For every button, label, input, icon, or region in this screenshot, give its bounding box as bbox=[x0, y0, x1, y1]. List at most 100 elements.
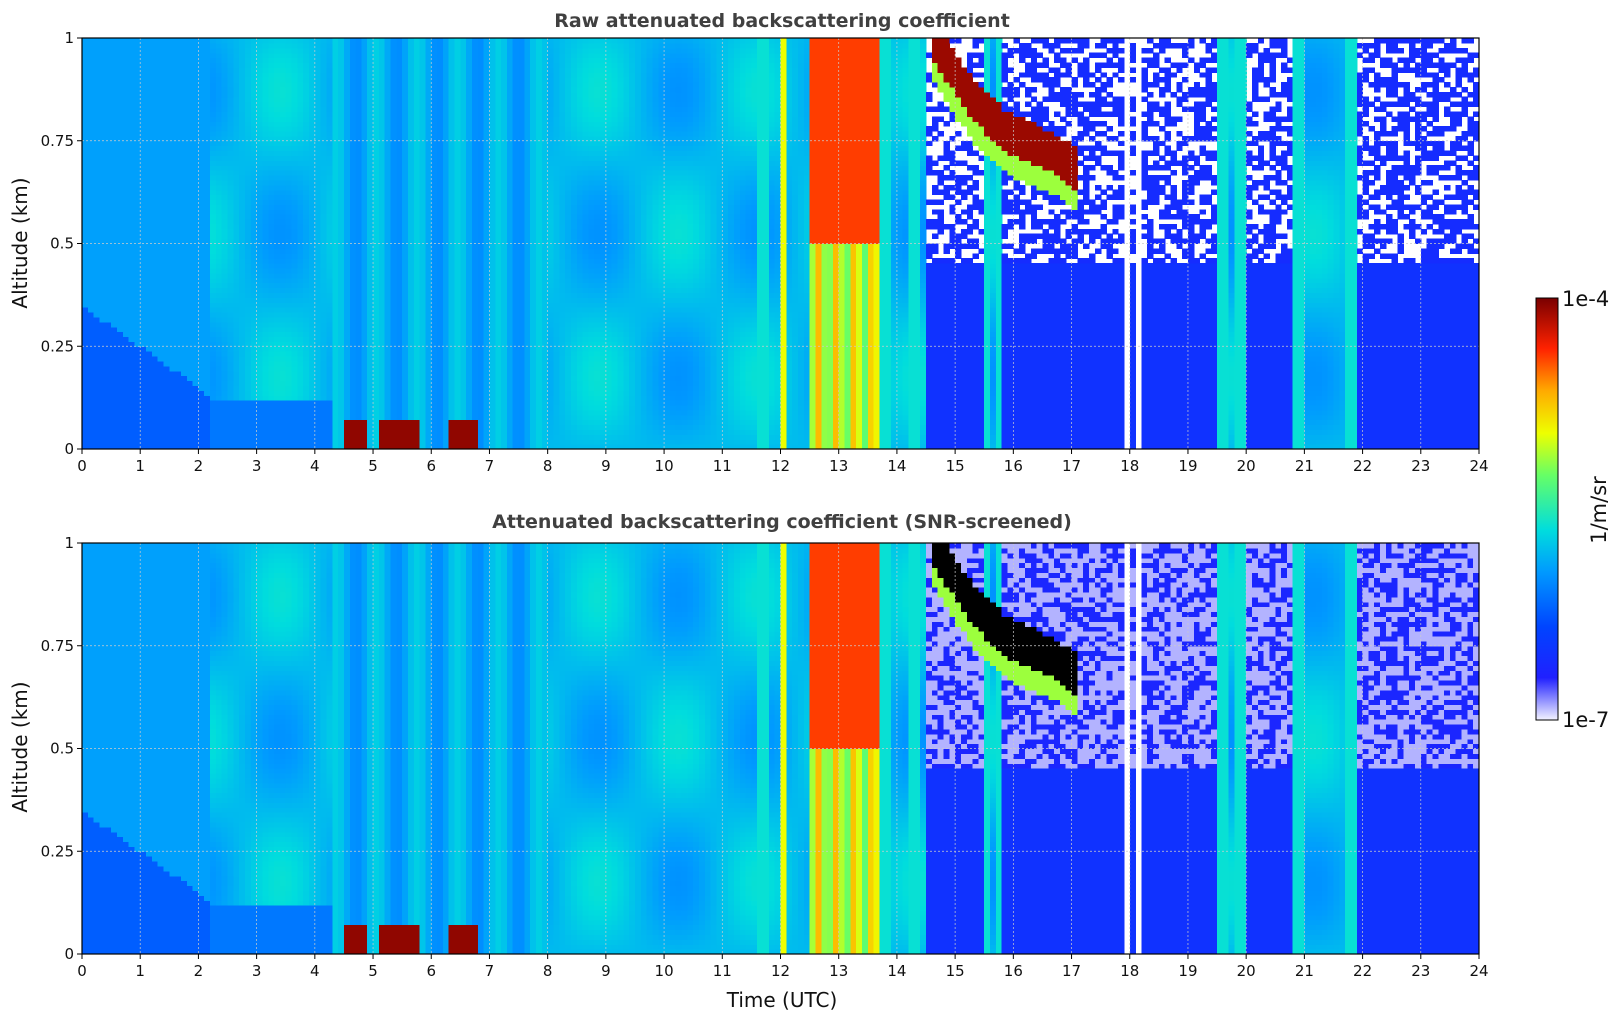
heatmap-cell bbox=[215, 380, 223, 386]
heatmap-cell bbox=[396, 223, 403, 230]
heatmap-cell bbox=[192, 258, 200, 264]
heatmap-cell bbox=[367, 179, 374, 186]
heatmap-cell bbox=[116, 77, 124, 83]
heatmap-cell bbox=[151, 385, 159, 391]
heatmap-cell bbox=[396, 395, 403, 401]
heatmap-cell bbox=[390, 130, 397, 137]
heatmap-cell bbox=[355, 404, 362, 411]
heatmap-cell bbox=[303, 267, 310, 274]
heatmap-cell bbox=[128, 439, 135, 445]
heatmap-cell bbox=[291, 91, 298, 98]
heatmap-cell bbox=[332, 199, 339, 205]
heatmap-cell bbox=[227, 223, 234, 230]
heatmap-cell bbox=[343, 248, 351, 254]
heatmap-cell bbox=[378, 400, 386, 406]
heatmap-cell bbox=[332, 62, 339, 68]
heatmap-cell bbox=[413, 385, 421, 391]
heatmap-cell bbox=[256, 165, 264, 171]
heatmap-cell bbox=[419, 321, 427, 328]
heatmap-cell bbox=[140, 351, 147, 357]
heatmap-cell bbox=[355, 380, 362, 386]
heatmap-cell bbox=[250, 179, 258, 186]
heatmap-cell bbox=[314, 385, 322, 391]
heatmap-cell bbox=[163, 434, 170, 440]
heatmap-cell bbox=[82, 248, 89, 254]
heatmap-cell bbox=[390, 404, 397, 411]
heatmap-cell bbox=[146, 140, 153, 147]
heatmap-cell bbox=[93, 380, 101, 386]
heatmap-cell bbox=[256, 184, 264, 191]
heatmap-cell bbox=[361, 360, 368, 367]
heatmap-cell bbox=[274, 385, 281, 391]
heatmap-cell bbox=[419, 140, 427, 147]
heatmap-cell bbox=[378, 238, 386, 245]
heatmap-cell bbox=[402, 390, 409, 396]
heatmap-cell bbox=[163, 111, 170, 117]
heatmap-cell bbox=[349, 346, 357, 352]
heatmap-cell bbox=[239, 424, 246, 431]
heatmap-cell bbox=[407, 223, 415, 230]
heatmap-cell bbox=[326, 155, 333, 161]
heatmap-cell bbox=[407, 204, 415, 210]
heatmap-cell bbox=[425, 316, 432, 323]
heatmap-cell bbox=[111, 331, 118, 338]
heatmap-cell bbox=[180, 194, 188, 201]
heatmap-cell bbox=[134, 297, 141, 303]
heatmap-cell bbox=[326, 82, 333, 88]
heatmap-cell bbox=[215, 116, 223, 122]
heatmap-cell bbox=[309, 390, 316, 396]
heatmap-cell bbox=[396, 106, 403, 112]
heatmap-cell bbox=[87, 72, 95, 78]
panel-title: Raw attenuated backscattering coefficien… bbox=[554, 10, 1010, 32]
heatmap-cell bbox=[192, 292, 200, 298]
heatmap-cell bbox=[274, 346, 281, 352]
heatmap-cell bbox=[274, 258, 281, 264]
heatmap-cell bbox=[186, 160, 194, 166]
heatmap-cell bbox=[343, 116, 351, 122]
heatmap-cell bbox=[384, 223, 392, 230]
heatmap-cell bbox=[134, 409, 141, 416]
heatmap-cell bbox=[134, 243, 141, 249]
heatmap-cell bbox=[105, 77, 112, 83]
heatmap-cell bbox=[140, 42, 147, 49]
heatmap-cell bbox=[215, 155, 223, 161]
heatmap-cell bbox=[349, 116, 357, 122]
heatmap-cell bbox=[407, 91, 415, 98]
heatmap-cell bbox=[262, 331, 269, 338]
heatmap-cell bbox=[99, 219, 106, 225]
heatmap-cell bbox=[303, 116, 310, 122]
heatmap-cell bbox=[244, 38, 252, 44]
heatmap-cell bbox=[134, 346, 141, 352]
heatmap-cell bbox=[233, 419, 240, 426]
heatmap-cell bbox=[419, 130, 427, 137]
heatmap-cell bbox=[250, 444, 258, 450]
heatmap-cell bbox=[134, 175, 141, 181]
heatmap-cell bbox=[326, 380, 333, 386]
heatmap-cell bbox=[390, 267, 397, 274]
heatmap-cell bbox=[227, 165, 234, 171]
heatmap-cell bbox=[140, 91, 147, 98]
heatmap-cell bbox=[151, 219, 159, 225]
heatmap-cell bbox=[326, 360, 333, 367]
heatmap-cell bbox=[361, 380, 368, 386]
heatmap-cell bbox=[303, 277, 310, 284]
heatmap-cell bbox=[105, 263, 112, 269]
heatmap-cell bbox=[361, 336, 368, 342]
heatmap-cell bbox=[250, 238, 258, 245]
heatmap-cell bbox=[361, 414, 368, 421]
heatmap-cell bbox=[390, 326, 397, 333]
heatmap-cell bbox=[99, 194, 106, 201]
heatmap-cell bbox=[122, 287, 130, 294]
heatmap-cell bbox=[279, 184, 287, 191]
heatmap-cell bbox=[390, 145, 397, 152]
heatmap-cell bbox=[279, 444, 287, 450]
heatmap-cell bbox=[384, 346, 392, 352]
heatmap-cell bbox=[151, 434, 159, 440]
heatmap-cell bbox=[396, 111, 403, 117]
heatmap-cell bbox=[204, 238, 211, 245]
heatmap-cell bbox=[93, 160, 101, 166]
heatmap-cell bbox=[192, 106, 200, 112]
heatmap-cell bbox=[157, 175, 165, 181]
heatmap-cell bbox=[349, 106, 357, 112]
heatmap-cell bbox=[122, 404, 130, 411]
